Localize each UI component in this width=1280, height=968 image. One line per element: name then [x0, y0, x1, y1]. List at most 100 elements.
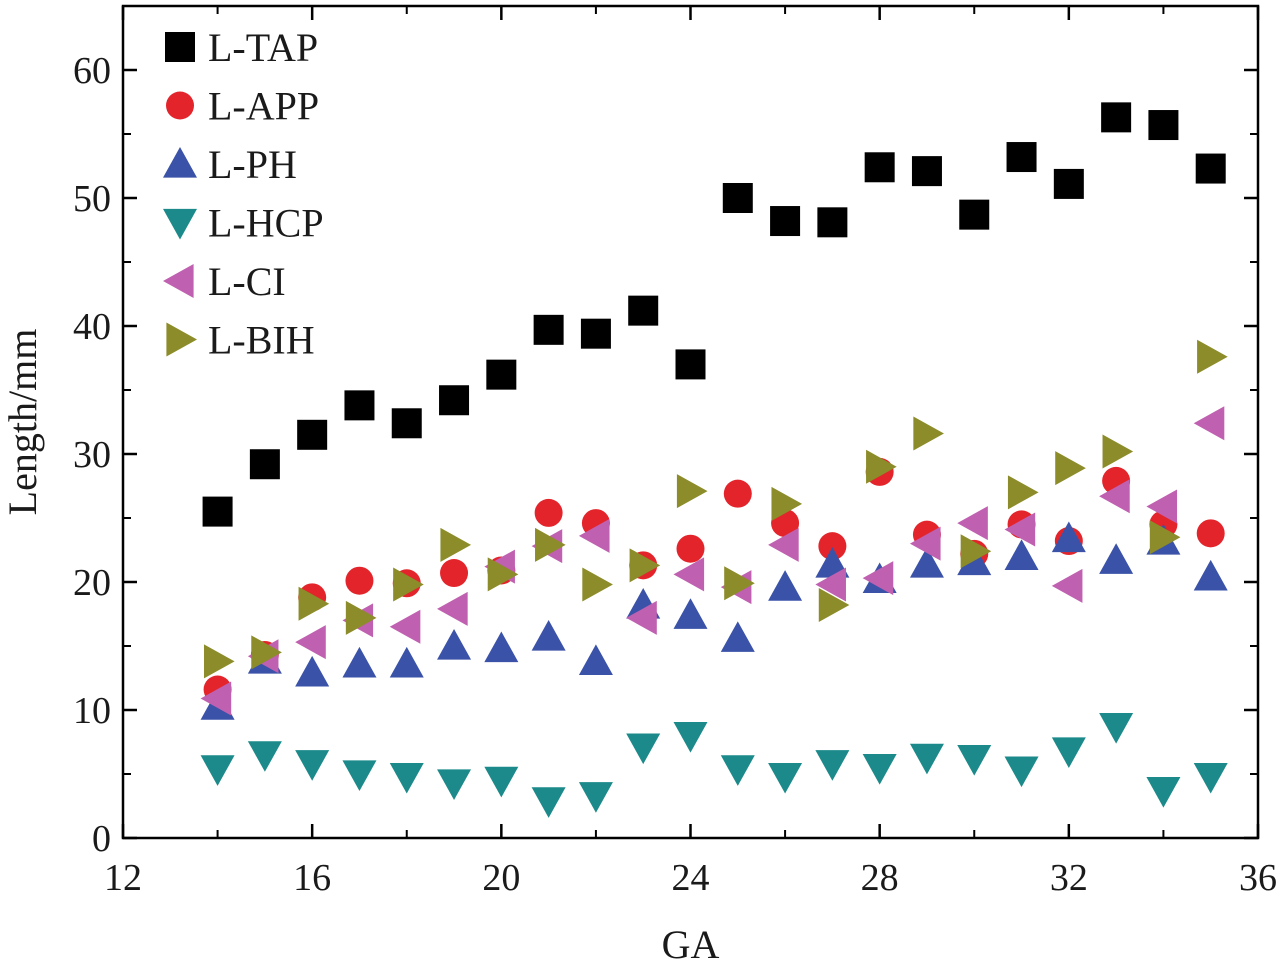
data-point — [437, 769, 472, 800]
x-tick-label: 28 — [861, 857, 899, 899]
data-point — [439, 385, 470, 416]
series-l-bih — [203, 339, 1228, 679]
data-point — [722, 183, 753, 213]
data-point — [909, 526, 941, 561]
data-point — [200, 681, 232, 716]
data-point — [724, 566, 755, 601]
data-point — [531, 787, 566, 818]
data-point — [295, 655, 330, 687]
data-point — [1004, 756, 1039, 788]
data-point — [391, 408, 422, 439]
data-point — [486, 359, 517, 390]
data-point — [815, 750, 850, 781]
legend-item: L-PH — [163, 142, 297, 187]
data-point — [864, 152, 895, 183]
data-point — [578, 782, 613, 813]
legend-item: L-APP — [166, 84, 319, 129]
data-point — [1051, 568, 1083, 603]
data-point — [440, 559, 469, 588]
y-tick-label: 40 — [73, 306, 111, 348]
data-point — [720, 755, 755, 786]
data-point — [626, 733, 661, 765]
legend-marker — [165, 32, 195, 62]
data-point — [200, 755, 235, 786]
data-point — [345, 566, 374, 595]
data-point — [911, 156, 942, 187]
legend-marker — [163, 264, 194, 298]
data-point — [723, 479, 752, 508]
data-point — [817, 207, 848, 238]
data-point — [582, 567, 613, 602]
data-point — [203, 644, 235, 679]
data-point — [1193, 762, 1228, 794]
legend-item: L-TAP — [165, 25, 318, 70]
data-point — [342, 760, 377, 791]
data-point — [1146, 489, 1178, 524]
legend-marker — [166, 322, 197, 357]
data-point — [487, 557, 519, 592]
legend-label: L-CI — [208, 259, 286, 304]
data-point — [484, 631, 519, 663]
data-point — [818, 588, 850, 623]
data-point — [1006, 142, 1037, 173]
legend-label: L-PH — [208, 142, 297, 187]
data-point — [533, 314, 564, 345]
data-point — [1099, 479, 1130, 514]
data-point — [389, 762, 424, 794]
data-point — [676, 474, 708, 509]
x-tick-label: 20 — [482, 857, 520, 899]
data-point — [862, 754, 897, 785]
legend-item: L-BIH — [166, 318, 315, 363]
data-point — [957, 506, 988, 541]
y-tick-label: 20 — [73, 562, 111, 604]
data-point — [247, 741, 282, 772]
data-point — [1007, 475, 1039, 510]
legend-label: L-BIH — [208, 318, 315, 363]
data-point — [531, 620, 566, 651]
data-point — [534, 498, 563, 527]
x-tick-label: 24 — [672, 857, 710, 899]
x-tick-label: 32 — [1050, 857, 1088, 899]
data-point — [535, 527, 566, 562]
data-point — [768, 527, 799, 562]
data-point — [1146, 777, 1181, 808]
legend-item: L-CI — [163, 259, 286, 304]
data-point — [1101, 102, 1132, 133]
data-point — [673, 722, 708, 753]
data-point — [720, 621, 755, 652]
plot-frame — [121, 4, 1260, 840]
data-point — [389, 646, 424, 678]
data-point — [342, 646, 377, 678]
data-point — [345, 600, 377, 635]
data-point — [298, 586, 330, 621]
y-axis: 0 10 20 30 40 50 60 — [73, 50, 1258, 860]
data-point — [909, 547, 944, 578]
data-point — [1099, 543, 1134, 574]
legend-marker — [163, 147, 197, 178]
data-point — [578, 644, 613, 675]
y-tick-label: 0 — [92, 818, 111, 860]
legend-label: L-APP — [208, 84, 319, 129]
legend-item: L-HCP — [163, 201, 324, 246]
legend-marker — [166, 91, 194, 120]
data-point — [295, 750, 330, 781]
data-point — [957, 745, 992, 776]
data-point — [437, 629, 472, 660]
data-point — [393, 567, 424, 602]
plot-border — [121, 4, 1260, 840]
data-point — [1055, 451, 1086, 486]
data-point — [1196, 519, 1225, 548]
legend-label: L-HCP — [208, 201, 324, 246]
series-layer — [200, 102, 1228, 818]
data-point — [675, 349, 706, 380]
x-axis: 12 16 20 24 28 32 36 — [104, 6, 1277, 899]
data-point — [913, 416, 944, 451]
data-point — [1099, 713, 1134, 744]
data-point — [673, 557, 705, 592]
data-point — [768, 762, 803, 794]
data-point — [484, 766, 519, 798]
data-point — [1051, 521, 1086, 553]
x-tick-label: 16 — [293, 857, 331, 899]
data-point — [676, 534, 705, 563]
data-point — [1149, 520, 1181, 555]
